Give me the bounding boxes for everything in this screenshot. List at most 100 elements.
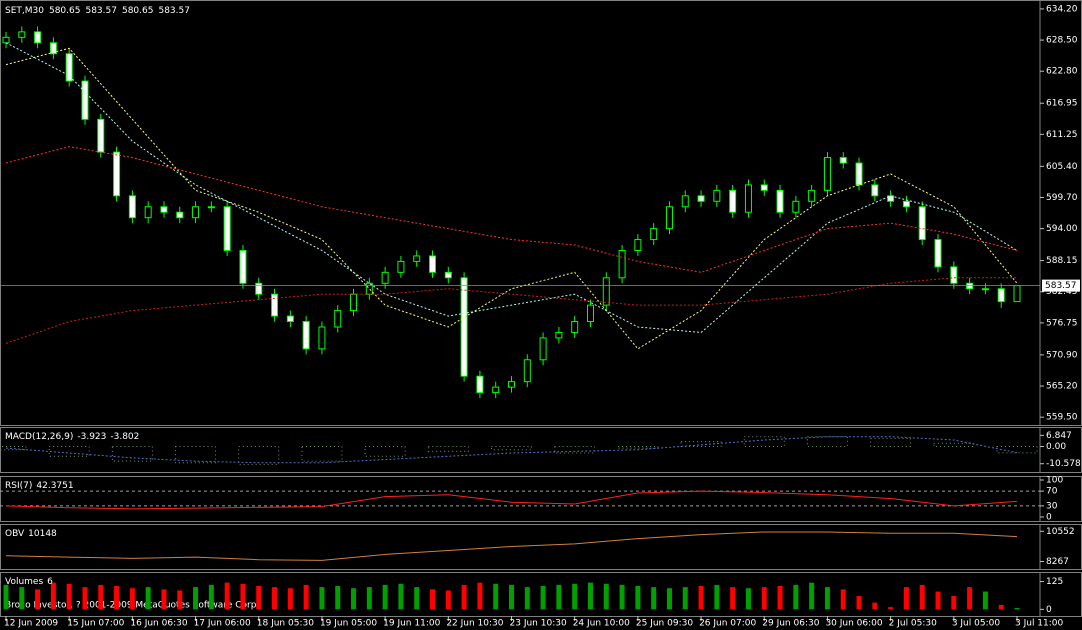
macd-bar bbox=[364, 445, 406, 457]
x-tick-label: 22 Jun 10:30 bbox=[446, 619, 503, 629]
macd-bar bbox=[554, 445, 596, 454]
indicator-name: OBV bbox=[5, 529, 25, 539]
volume-bar bbox=[272, 587, 278, 610]
moving-average bbox=[5, 277, 1017, 344]
x-tick-label: 24 Jun 10:00 bbox=[573, 619, 630, 629]
candle-body bbox=[49, 42, 57, 55]
candle-body bbox=[729, 189, 737, 213]
y-tick-label: -10.578 bbox=[1046, 459, 1081, 469]
y-tick-label: 570.90 bbox=[1046, 350, 1078, 360]
y-tick-label: 0.00 bbox=[1046, 442, 1066, 452]
volume-bar bbox=[240, 583, 246, 610]
candle-body bbox=[618, 249, 626, 279]
volume-bar bbox=[556, 584, 562, 610]
current-price-label: 583.57 bbox=[1045, 281, 1077, 291]
candle-body bbox=[539, 337, 547, 361]
volume-bar bbox=[493, 583, 499, 610]
volume-bar bbox=[366, 587, 372, 610]
volume-bar bbox=[540, 586, 546, 610]
macd-bar bbox=[680, 441, 722, 447]
candle-body bbox=[665, 206, 673, 230]
y-tick-label: 30 bbox=[1046, 501, 1058, 511]
y-tick-label: 616.95 bbox=[1046, 99, 1078, 109]
volume-bar bbox=[145, 587, 151, 610]
candle-body bbox=[192, 206, 200, 219]
volume-bar bbox=[888, 607, 894, 610]
candle-body bbox=[650, 228, 658, 241]
candle-body bbox=[34, 31, 42, 44]
x-tick-label: 18 Jun 05:30 bbox=[257, 619, 314, 629]
volume-bar bbox=[524, 587, 530, 610]
x-tick-label: 19 Jun 05:00 bbox=[320, 619, 377, 629]
candle-body bbox=[555, 331, 563, 339]
y-tick-label: 634.20 bbox=[1046, 4, 1078, 14]
candle-body bbox=[760, 184, 768, 191]
x-tick-label: 15 Jun 07:00 bbox=[67, 619, 124, 629]
volume-bar bbox=[587, 582, 593, 610]
candle-body bbox=[776, 189, 784, 213]
y-tick-label: 565.20 bbox=[1046, 382, 1078, 392]
volume-bar bbox=[208, 584, 214, 610]
volume-bar bbox=[509, 584, 514, 610]
candle-body bbox=[65, 53, 73, 82]
volume-bar bbox=[35, 589, 41, 610]
volume-bar bbox=[651, 587, 657, 610]
volume-bar bbox=[50, 582, 56, 610]
volume-bar bbox=[840, 589, 846, 610]
volume-bar bbox=[572, 583, 578, 610]
candle-body bbox=[681, 195, 689, 208]
y-tick-label: 599.70 bbox=[1046, 193, 1078, 203]
indicator-value: 10148 bbox=[28, 529, 57, 539]
y-tick-label: 582.45 bbox=[1046, 287, 1078, 297]
candle-body bbox=[808, 189, 816, 202]
indicator-name: Volumes bbox=[5, 577, 43, 587]
candle-body bbox=[302, 321, 310, 350]
candle-body bbox=[113, 151, 121, 197]
volume-bar bbox=[19, 587, 25, 610]
volume-bar bbox=[193, 587, 199, 610]
candle-body bbox=[523, 359, 531, 383]
y-tick-label: 588.15 bbox=[1046, 256, 1078, 266]
x-tick-label: 19 Jun 11:00 bbox=[383, 619, 440, 629]
y-tick-label: 594.00 bbox=[1046, 224, 1078, 234]
y-tick-label: 10552 bbox=[1046, 527, 1075, 537]
candle-body bbox=[397, 260, 405, 273]
candle-body bbox=[981, 288, 989, 291]
x-tick-label: 16 Jun 06:30 bbox=[130, 619, 187, 629]
volume-bar bbox=[682, 587, 688, 610]
macd-bar bbox=[870, 437, 912, 447]
ohlc-value: 580.65 bbox=[122, 6, 154, 16]
candle-body bbox=[950, 266, 958, 284]
candle-body bbox=[271, 293, 279, 317]
volume-bar bbox=[761, 587, 767, 610]
candle-body bbox=[350, 293, 358, 312]
panel-header: SET,M30 580.65 583.57 580.65 583.57 bbox=[5, 6, 190, 16]
volume-bar bbox=[477, 582, 483, 610]
volume-bar bbox=[66, 583, 72, 610]
volume-bar bbox=[935, 591, 941, 610]
volume-bar bbox=[635, 586, 641, 610]
y-tick-label: 605.40 bbox=[1046, 162, 1078, 172]
volume-bar bbox=[793, 584, 799, 610]
volume-bar bbox=[82, 587, 88, 610]
moving-average bbox=[5, 42, 1018, 333]
symbol: SET,M30 bbox=[5, 6, 44, 16]
volume-bar bbox=[809, 582, 815, 610]
candle-body bbox=[1013, 285, 1021, 303]
volume-bar bbox=[303, 584, 309, 610]
volume-bar bbox=[414, 587, 420, 610]
volume-bar bbox=[177, 590, 183, 610]
macd-bar bbox=[175, 445, 217, 464]
candle-body bbox=[713, 189, 721, 202]
y-tick-label: 628.50 bbox=[1046, 36, 1078, 46]
volume-bar bbox=[730, 587, 736, 610]
volume-bar bbox=[114, 586, 120, 610]
volume-bar bbox=[603, 583, 609, 610]
candle-body bbox=[18, 31, 26, 38]
candle-body bbox=[160, 206, 168, 213]
macd-bar bbox=[427, 445, 469, 452]
volume-bar bbox=[824, 587, 830, 610]
y-tick-label: 0 bbox=[1046, 513, 1052, 523]
